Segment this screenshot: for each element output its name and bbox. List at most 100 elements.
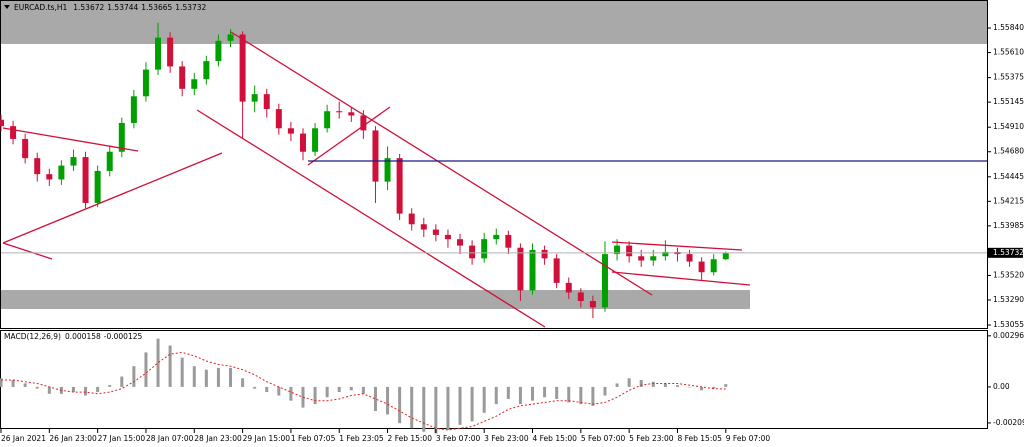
candle-body — [638, 256, 645, 261]
candle-body — [710, 259, 717, 273]
macd-bar — [555, 386, 559, 399]
macd-bar — [71, 386, 75, 393]
macd-header: MACD(12,26,9) 0.000158 -0.000125 — [4, 332, 142, 341]
y-tick-label: 1.54215 — [993, 196, 1024, 205]
trend-line — [611, 271, 751, 286]
macd-bar — [337, 386, 341, 393]
macd-bar — [603, 386, 607, 396]
macd-bar — [724, 384, 728, 387]
candle-body — [384, 158, 391, 182]
y-tick-label: 1.55840 — [993, 23, 1024, 32]
candle-body — [529, 249, 536, 291]
y-tick-label: 1.54680 — [993, 147, 1024, 156]
macd-bar — [0, 378, 3, 387]
macd-bar — [591, 386, 595, 406]
x-tick-label: 26 Jan 23:00 — [49, 434, 97, 443]
x-tick-label: 3 Feb 07:00 — [436, 434, 481, 443]
macd-bar — [35, 386, 39, 389]
macd-bar — [313, 386, 317, 405]
candle-body — [94, 170, 101, 203]
y-tick-label: 1.54445 — [993, 172, 1024, 181]
macd-bar — [277, 386, 281, 396]
candle-body — [396, 158, 403, 214]
macd-bar — [470, 386, 474, 422]
candle-body — [372, 130, 379, 182]
dropdown-icon[interactable] — [4, 5, 10, 9]
x-tick-label: 26 Jan 2021 — [1, 434, 46, 443]
macd-bar — [47, 386, 51, 394]
macd-bar — [567, 386, 571, 403]
candle-body — [58, 165, 65, 180]
macd-bar — [651, 381, 655, 387]
macd-bar — [216, 367, 220, 387]
candle-body — [457, 239, 464, 246]
current-price-box — [988, 247, 1023, 258]
trend-line — [2, 152, 223, 244]
x-tick-label: 8 Feb 15:05 — [677, 434, 722, 443]
candle-body — [336, 111, 343, 113]
candle-body — [82, 157, 89, 203]
candle-body — [312, 128, 319, 152]
macd-bar — [241, 378, 245, 387]
candle-body — [215, 40, 222, 62]
macd-bar — [518, 386, 522, 405]
macd-bar — [506, 386, 510, 399]
macd-bar — [373, 386, 377, 412]
candle-body — [10, 126, 17, 139]
macd-bar — [289, 386, 293, 401]
x-tick-label: 28 Jan 23:00 — [194, 434, 242, 443]
trend-line — [611, 241, 743, 251]
macd-bar — [615, 383, 619, 387]
trend-line — [2, 242, 53, 260]
main-pane-border — [0, 0, 988, 329]
macd-bar — [482, 386, 486, 413]
candle-body — [662, 251, 669, 257]
candle-body — [698, 261, 705, 273]
x-tick-label: 1 Feb 07:05 — [291, 434, 336, 443]
candle-body — [469, 245, 476, 259]
macd-bar — [192, 366, 196, 387]
macd-bar — [675, 385, 679, 387]
macd-bar — [627, 378, 631, 387]
candle-body — [601, 254, 608, 308]
candle-body — [650, 256, 657, 261]
candle-body — [179, 66, 186, 89]
x-tick-label: 5 Feb 23:00 — [629, 434, 674, 443]
macd-bar — [156, 338, 160, 387]
candle-body — [70, 157, 77, 166]
support-zone — [1, 290, 750, 309]
y-tick-label: -0.002090 — [993, 418, 1024, 427]
candle-body — [167, 37, 174, 67]
x-tick-label: 27 Jan 15:00 — [98, 434, 146, 443]
macd-bar — [132, 366, 136, 387]
macd-bar — [663, 383, 667, 387]
x-tick-label: 29 Jan 15:00 — [243, 434, 291, 443]
candle-body — [275, 109, 282, 129]
x-tick-label: 28 Jan 07:00 — [146, 434, 194, 443]
candle-body — [505, 234, 512, 248]
macd-title: MACD(12,26,9) — [4, 332, 61, 341]
macd-bar — [398, 386, 402, 424]
signal-line — [1, 351, 726, 431]
macd-bar — [543, 386, 547, 398]
current-price-label: 1.53732 — [993, 248, 1024, 257]
macd-bar — [144, 352, 148, 387]
candle-body — [614, 245, 621, 255]
macd-bar — [108, 385, 112, 387]
macd-signal-value: -0.000125 — [104, 332, 143, 341]
candle-body — [191, 79, 198, 89]
candle-body — [348, 112, 355, 116]
macd-bar — [349, 386, 353, 391]
macd-bar — [11, 380, 15, 387]
last-open: 1.53672 — [73, 3, 104, 12]
channel-line — [196, 109, 546, 328]
symbol: EURCAD.ts,H1 — [14, 3, 67, 12]
candle-body — [130, 96, 137, 123]
macd-bar — [579, 386, 583, 405]
y-tick-label: 1.54910 — [993, 122, 1024, 131]
candle-body — [263, 94, 270, 110]
resistance-zone — [1, 1, 987, 44]
